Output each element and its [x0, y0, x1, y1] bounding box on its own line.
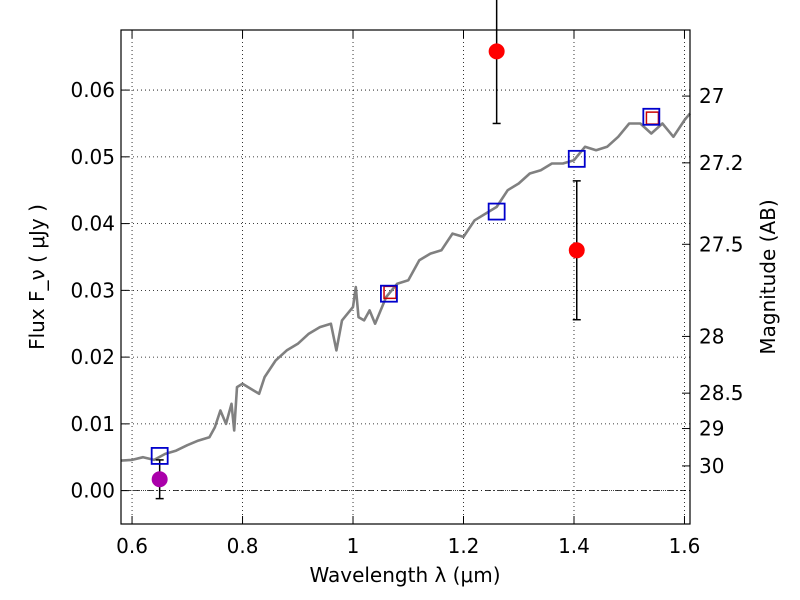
y-axis-label-right: Magnitude (AB) [756, 199, 780, 354]
grid-layer [121, 30, 690, 524]
magnitude-tick-label: 28 [699, 324, 724, 348]
lower-flux-point [151, 471, 168, 488]
x-axis-label: Wavelength λ (μm) [309, 563, 500, 587]
x-tick-label: 1.2 [448, 534, 480, 558]
plot-frame [120, 29, 691, 525]
magnitude-tick-label: 27.2 [699, 151, 744, 175]
x-tick-label: 0.8 [227, 534, 259, 558]
y-tick-label: 0.06 [70, 78, 115, 102]
x-tick-label: 0.6 [116, 534, 148, 558]
marker-layer [150, 43, 661, 488]
x-tick-label: 1.4 [558, 534, 590, 558]
magnitude-tick-label: 29 [699, 417, 724, 441]
tick-layer: 0.6 0.8 1 1.2 1.4 1.6 0.00 0.01 0.02 0.03 0.04 0.05… [70, 30, 744, 558]
y-tick-label: 0.04 [70, 212, 115, 236]
y-tick-label: 0.02 [70, 345, 115, 369]
y-tick-label: 0.01 [70, 412, 115, 436]
model-square-marker [380, 284, 398, 303]
magnitude-tick-label: 27 [699, 84, 724, 108]
y-tick-label: 0.00 [70, 479, 115, 503]
y-tick-label: 0.05 [70, 145, 115, 169]
model-square-marker [567, 149, 586, 168]
observed-square-marker [645, 111, 660, 125]
x-tick-label: 1 [347, 534, 360, 558]
magnitude-tick-label: 28.5 [699, 381, 744, 405]
model-square-marker [642, 107, 661, 126]
spectrum-layer [120, 112, 692, 462]
model-square-marker [487, 202, 506, 221]
x-tick-label: 1.6 [669, 534, 701, 558]
magnitude-tick-label: 27.5 [699, 232, 744, 256]
y-axis-label-left: Flux F_ν ( μJy ) [25, 204, 49, 350]
errorbar-layer [155, 0, 581, 500]
detection-point [488, 43, 505, 60]
model-square-marker [150, 447, 169, 465]
spectrum-line [120, 112, 692, 462]
y-tick-label: 0.03 [70, 278, 115, 302]
magnitude-tick-label: 30 [699, 454, 724, 478]
detection-point [568, 242, 585, 259]
